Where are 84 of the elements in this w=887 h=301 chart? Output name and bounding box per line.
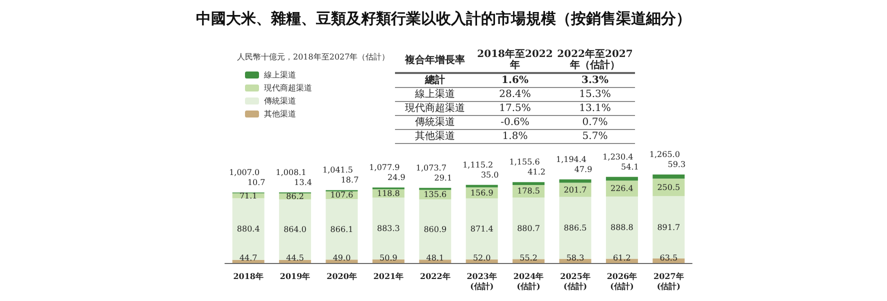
data-label: 10.7 xyxy=(247,178,266,188)
total-label: 1,194.4 xyxy=(556,154,587,164)
data-label: 135.6 xyxy=(424,190,447,200)
data-label: 891.7 xyxy=(657,222,680,232)
data-label: 24.9 xyxy=(388,173,406,182)
x-tick-label: 2026年 (估計) xyxy=(606,271,638,291)
total-label: 1,007.0 xyxy=(229,168,260,178)
x-tick-label: 2024年 (估計) xyxy=(513,271,544,291)
data-label: 61.2 xyxy=(613,254,631,262)
total-label: 1,265.0 xyxy=(649,150,680,159)
data-label: 18.7 xyxy=(340,176,359,185)
data-label: 52.0 xyxy=(472,254,491,262)
text: 3.3% xyxy=(555,73,635,88)
x-tick-label: 2020年 xyxy=(326,271,357,281)
total-label: 1,041.5 xyxy=(322,166,354,175)
data-label: 59.3 xyxy=(668,160,686,169)
total-label: 1,077.9 xyxy=(369,163,400,172)
data-label: 866.1 xyxy=(330,224,354,234)
text: 17.5% xyxy=(475,102,555,116)
x-tick-label: 2027年 (估計) xyxy=(654,271,684,291)
text: 2022年至2027年（估計） xyxy=(555,48,635,73)
data-label: 48.1 xyxy=(426,254,444,262)
data-label: 13.4 xyxy=(294,178,312,187)
text: 5.7% xyxy=(555,130,635,144)
x-tick-label: 2018年 xyxy=(233,271,264,281)
x-tick-label: 2022年 xyxy=(420,271,450,281)
text: 13.1% xyxy=(555,102,635,116)
x-tick-label: 2025年 (估計) xyxy=(560,271,590,291)
data-label: 29.1 xyxy=(434,173,452,182)
text: 1.8% xyxy=(475,130,555,144)
data-label: 864.0 xyxy=(284,225,307,234)
chart-title: 中國大米、雜糧、豆類及籽類行業以收入計的市場規模（按銷售渠道細分） xyxy=(196,10,691,28)
legend-label: 線上渠道 xyxy=(263,70,296,80)
data-label: 55.2 xyxy=(520,254,538,262)
total-label: 1,008.1 xyxy=(276,168,306,177)
text: 28.4% xyxy=(475,88,555,102)
x-tick-label: 2023年 (估計) xyxy=(466,271,497,291)
text: 0.7% xyxy=(555,116,635,130)
text: 1.6% xyxy=(475,73,555,88)
data-label: 63.5 xyxy=(660,254,678,262)
total-label: 1,073.7 xyxy=(416,163,446,172)
data-label: 49.0 xyxy=(332,254,351,262)
data-label: 201.7 xyxy=(564,185,587,194)
data-label: 880.4 xyxy=(236,224,260,234)
text: 現代商超渠道 xyxy=(395,102,475,116)
data-label: 880.7 xyxy=(517,224,540,233)
data-label: 41.2 xyxy=(528,168,546,177)
data-label: 47.9 xyxy=(574,164,592,174)
data-label: 860.9 xyxy=(424,225,447,234)
text: 傳統渠道 xyxy=(395,116,475,130)
data-label: 118.8 xyxy=(376,188,400,198)
data-label: 44.5 xyxy=(286,254,304,262)
legend-label: 傳統渠道 xyxy=(264,96,296,106)
total-label: 1,155.6 xyxy=(509,158,540,167)
text: -0.6% xyxy=(475,116,555,130)
data-label: 50.9 xyxy=(380,254,398,262)
text: 2018年至2022年 xyxy=(475,48,555,73)
data-label: 156.9 xyxy=(470,188,494,198)
data-label: 883.3 xyxy=(376,224,400,234)
x-tick-label: 2021年 xyxy=(373,271,404,281)
text: 15.3% xyxy=(555,88,635,102)
data-label: 54.1 xyxy=(621,162,639,172)
text: 總計 xyxy=(395,73,475,88)
text: 其他渠道 xyxy=(395,130,475,144)
data-label: 35.0 xyxy=(480,170,499,180)
data-label: 226.4 xyxy=(610,184,634,194)
data-label: 107.6 xyxy=(330,190,354,200)
data-label: 178.5 xyxy=(517,186,540,196)
data-label: 888.8 xyxy=(610,223,634,232)
data-label: 886.5 xyxy=(564,223,587,232)
data-label: 871.4 xyxy=(470,224,494,234)
x-tick-label: 2019年 xyxy=(280,271,310,281)
data-label: 86.2 xyxy=(286,192,304,201)
data-label: 250.5 xyxy=(657,182,680,192)
data-label: 58.3 xyxy=(566,254,584,262)
legend-label: 其他渠道 xyxy=(264,110,296,118)
total-label: 1,230.4 xyxy=(602,152,634,162)
data-label: 71.1 xyxy=(239,191,258,200)
data-label: 44.7 xyxy=(239,254,258,262)
text: 複合年增長率 xyxy=(395,48,475,73)
legend-label: 現代商超渠道 xyxy=(264,84,312,92)
total-label: 1,115.2 xyxy=(462,160,494,170)
text: 線上渠道 xyxy=(395,88,475,102)
chart-subtitle: 人民幣十億元，2018年至2027年（估計） xyxy=(237,52,390,62)
